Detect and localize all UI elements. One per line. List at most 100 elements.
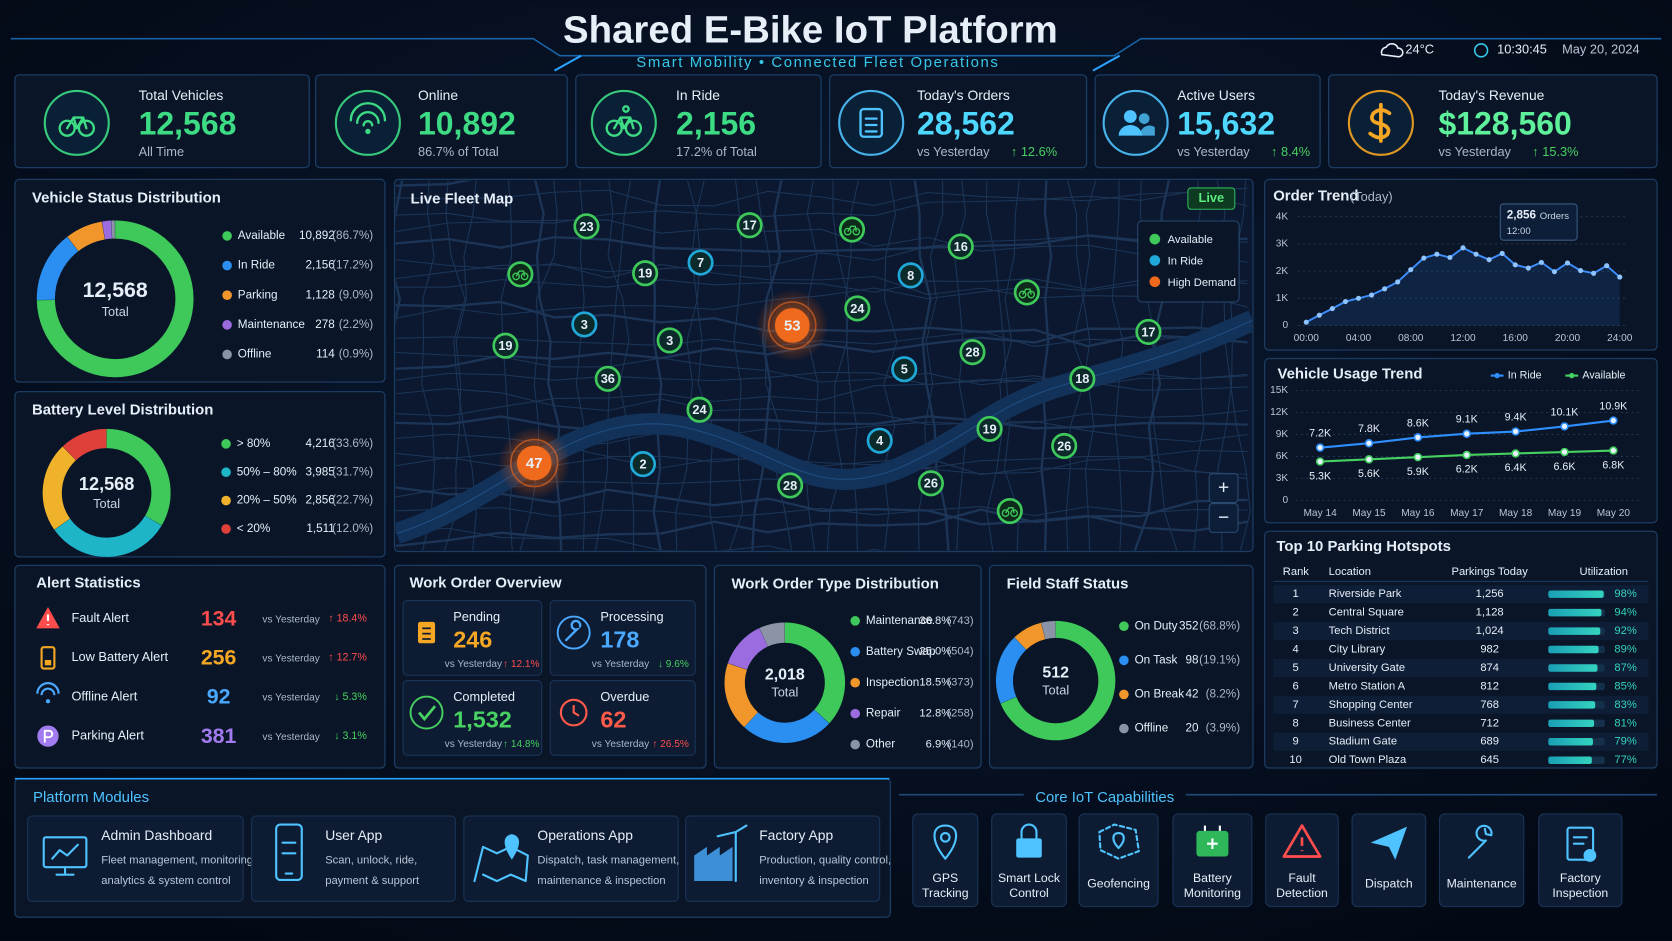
legend-dot — [222, 260, 232, 271]
module-description: Dispatch, task management, — [537, 855, 679, 867]
work-order-card — [402, 600, 543, 676]
map-marker[interactable] — [866, 427, 893, 454]
capability-icon — [1566, 826, 1595, 861]
work-order-label: Completed — [453, 689, 515, 704]
annotation-time: 12:00 — [1507, 226, 1531, 237]
map-marker[interactable] — [976, 415, 1003, 442]
capability-tile[interactable] — [1172, 813, 1253, 908]
map-marker[interactable] — [774, 308, 810, 343]
work-order-note: vs Yesterday — [592, 739, 650, 750]
map-marker[interactable] — [844, 295, 871, 322]
marker-count: 26 — [924, 476, 938, 491]
map-marker[interactable] — [492, 332, 519, 359]
work-order-value: 1,532 — [453, 706, 512, 732]
bike-marker[interactable] — [838, 216, 866, 243]
marker-count: 26 — [1057, 438, 1071, 453]
x-tick-label: 16:00 — [1503, 333, 1529, 344]
street — [686, 180, 718, 551]
module-card[interactable] — [685, 815, 881, 902]
module-name: Factory App — [759, 827, 833, 843]
map-marker[interactable] — [897, 262, 924, 289]
kpi-note: All Time — [139, 144, 184, 159]
page-title: Shared E-Bike IoT Platform — [563, 8, 1058, 51]
capability-tile[interactable] — [1351, 813, 1427, 908]
location: Shopping Center — [1329, 699, 1413, 711]
marker-count: 19 — [982, 421, 996, 436]
alert-value: 92 — [207, 685, 231, 709]
line-point — [1462, 429, 1471, 438]
map-marker[interactable] — [571, 311, 598, 338]
legend-dot — [222, 231, 232, 241]
line-point — [1364, 439, 1374, 448]
street — [882, 180, 898, 551]
map-marker[interactable] — [959, 339, 986, 366]
donut-center-value: 512 — [1042, 664, 1069, 681]
date: May 20, 2024 — [1562, 42, 1639, 57]
map-marker[interactable] — [594, 365, 621, 392]
map-marker[interactable] — [516, 445, 552, 481]
panel-title: Order Trend — [1273, 187, 1358, 204]
utilization-bar — [1548, 719, 1595, 728]
map-marker[interactable] — [777, 472, 804, 499]
legend-share: (9.0%) — [339, 288, 374, 301]
table-header: Utilization — [1580, 566, 1629, 578]
donut-segment — [36, 220, 194, 378]
x-tick-label: May 20 — [1597, 508, 1631, 519]
alert-icon — [36, 682, 60, 694]
map-marker[interactable] — [736, 212, 763, 239]
kpi-icon-ring — [590, 89, 657, 156]
line-point — [1473, 251, 1479, 257]
legend-value: 42 — [1186, 688, 1199, 701]
map-marker[interactable] — [629, 451, 657, 478]
legend-value: (140) — [947, 738, 973, 750]
map-marker[interactable] — [891, 356, 918, 383]
bike-marker[interactable] — [507, 261, 534, 288]
map-marker[interactable] — [686, 396, 713, 423]
line-point — [1342, 298, 1348, 305]
parkings: 712 — [1480, 717, 1499, 729]
map-marker[interactable] — [656, 327, 683, 354]
street — [832, 180, 858, 551]
zoom-button[interactable] — [1208, 473, 1239, 504]
map-marker[interactable] — [947, 233, 974, 260]
alert-change: ↑ 18.4% — [328, 613, 367, 625]
map-marker[interactable] — [1069, 365, 1096, 392]
capability-tile[interactable] — [1265, 813, 1339, 908]
rank: 7 — [1292, 699, 1298, 711]
panel — [713, 564, 982, 769]
line-point — [1604, 263, 1610, 269]
bike-marker[interactable] — [996, 497, 1023, 525]
zoom-button[interactable] — [1208, 503, 1239, 533]
map-legend — [1137, 220, 1240, 303]
street — [395, 498, 1248, 548]
x-tick-label: 24:00 — [1607, 333, 1633, 344]
legend-share: 36.8% — [919, 615, 951, 627]
capability-tile[interactable] — [1078, 813, 1159, 908]
data-label: 10.9K — [1599, 400, 1627, 412]
utilization-label: 83% — [1614, 699, 1636, 711]
map-marker[interactable] — [1135, 318, 1162, 345]
capability-tile[interactable] — [1439, 813, 1525, 908]
donut-center-label: Total — [93, 496, 120, 511]
x-tick-label: May 18 — [1499, 508, 1533, 519]
table-row-bg — [1273, 695, 1649, 714]
capability-tile[interactable] — [991, 813, 1067, 908]
map-marker[interactable] — [632, 260, 659, 287]
panel-title: Field Staff Status — [1007, 576, 1129, 593]
map-marker[interactable] — [687, 249, 714, 276]
alert-label: Offline Alert — [71, 688, 137, 703]
utilization-label: 81% — [1614, 717, 1636, 729]
map-marker[interactable] — [917, 470, 944, 497]
data-label: 7.8K — [1358, 423, 1380, 435]
line-point — [1316, 312, 1322, 318]
x-tick-label: 12:00 — [1450, 333, 1476, 344]
donut-segment — [54, 515, 162, 557]
marker-count: 5 — [901, 362, 908, 377]
bike-glyph — [1001, 507, 1018, 517]
capability-tile[interactable] — [912, 813, 979, 908]
bike-marker[interactable] — [1013, 279, 1040, 306]
donut-segment — [42, 446, 77, 530]
map-marker[interactable] — [573, 213, 600, 240]
module-description: inventory & inspection — [759, 875, 868, 887]
map-marker[interactable] — [1051, 432, 1078, 460]
